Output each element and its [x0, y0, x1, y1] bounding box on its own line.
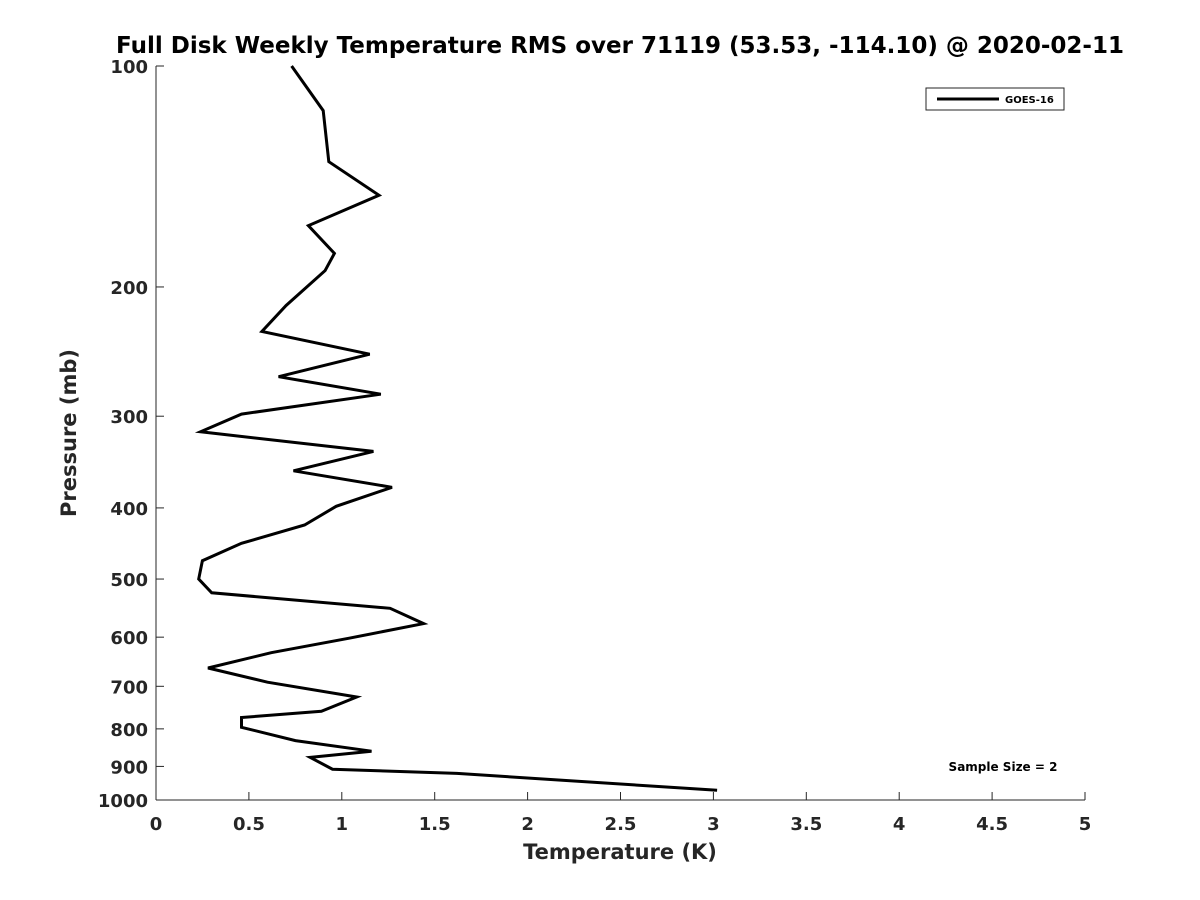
y-tick-label: 100	[110, 57, 148, 78]
x-tick-label: 5	[1079, 814, 1092, 835]
x-tick-label: 2	[521, 814, 534, 835]
y-tick-label: 800	[110, 720, 148, 741]
y-tick-label: 700	[110, 677, 148, 698]
x-axis-label: Temperature (K)	[523, 840, 717, 864]
chart-title: Full Disk Weekly Temperature RMS over 71…	[116, 33, 1124, 59]
x-tick-label: 1	[336, 814, 349, 835]
x-tick-label: 3	[707, 814, 720, 835]
y-tick-label: 300	[110, 407, 148, 428]
legend: GOES-16	[925, 87, 1065, 111]
y-tick-label: 1000	[98, 791, 148, 812]
y-ticks: 100 200 300 400 500 600 700 800 900 1000	[98, 57, 164, 812]
y-axis-label: Pressure (mb)	[57, 349, 81, 517]
series-lines	[194, 65, 718, 792]
y-tick-label: 400	[110, 499, 148, 520]
x-tick-label: 0.5	[233, 814, 265, 835]
x-ticks: 0 0.5 1 1.5 2 2.5 3 3.5 4 4.5 5	[150, 792, 1092, 835]
x-tick-label: 4.5	[976, 814, 1008, 835]
y-tick-label: 600	[110, 628, 148, 649]
y-tick-label: 900	[110, 757, 148, 778]
x-tick-label: 4	[893, 814, 906, 835]
y-tick-label: 200	[110, 278, 148, 299]
x-tick-label: 1.5	[419, 814, 451, 835]
x-tick-label: 3.5	[790, 814, 822, 835]
x-tick-label: 2.5	[605, 814, 637, 835]
plot-area: 0 0.5 1 1.5 2 2.5 3 3.5 4 4.5 5 100 200 300 400 500 600…	[98, 57, 1091, 835]
y-tick-label: 500	[110, 570, 148, 591]
x-tick-label: 0	[150, 814, 163, 835]
sample-size-annotation: Sample Size = 2	[949, 760, 1058, 774]
legend-entry-goes-16: GOES-16	[1005, 95, 1054, 106]
series-line-goes-16	[194, 65, 718, 792]
